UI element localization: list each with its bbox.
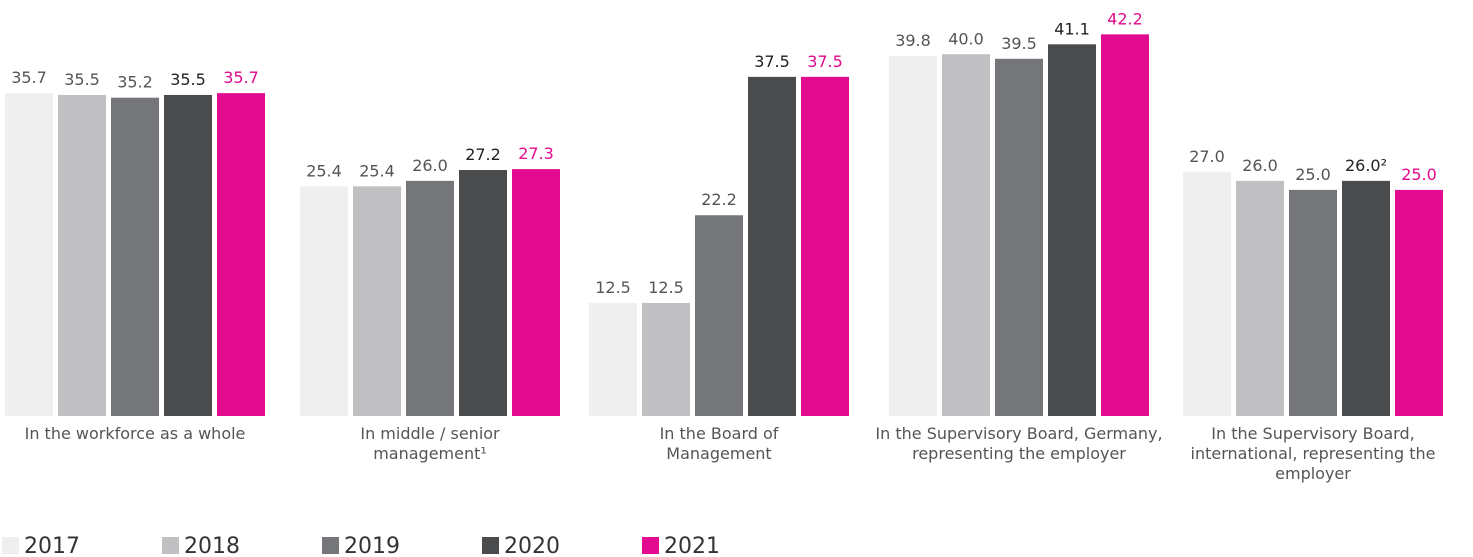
bar — [217, 93, 265, 416]
category-label: In the Supervisory Board, Germany, repre… — [875, 424, 1163, 463]
legend-swatch — [2, 537, 19, 554]
legend-label: 2021 — [664, 534, 720, 557]
bar — [748, 76, 796, 416]
bar — [1048, 44, 1096, 416]
value-label: 26.0² — [1345, 156, 1387, 175]
category-label: In the Board of Management — [659, 424, 779, 463]
bar — [995, 58, 1043, 417]
value-label: 26.0 — [412, 156, 448, 175]
bar — [589, 302, 637, 416]
value-label: 12.5 — [648, 278, 684, 297]
value-label: 25.0 — [1295, 165, 1331, 184]
value-label: 25.0 — [1401, 165, 1437, 184]
value-label: 35.5 — [64, 70, 100, 89]
bar — [695, 215, 743, 416]
bar — [58, 94, 106, 417]
value-label: 39.8 — [895, 31, 931, 50]
value-label: 40.0 — [948, 29, 984, 48]
value-label: 39.5 — [1001, 34, 1037, 53]
value-label: 41.1 — [1054, 19, 1090, 38]
bar — [1236, 180, 1284, 416]
value-label: 27.0 — [1189, 147, 1225, 166]
value-label: 22.2 — [701, 190, 737, 209]
value-label: 35.5 — [170, 70, 206, 89]
legend-swatch — [482, 537, 499, 554]
bar — [642, 302, 690, 416]
category-label: In middle / senior management¹ — [360, 424, 500, 463]
value-label: 35.2 — [117, 73, 153, 92]
value-label: 37.5 — [754, 52, 790, 71]
legend-swatch — [642, 537, 659, 554]
bar — [164, 94, 212, 417]
bar — [459, 170, 507, 416]
bar — [406, 180, 454, 416]
legend-swatch — [322, 537, 339, 554]
value-label: 27.3 — [518, 144, 554, 163]
value-label: 26.0 — [1242, 156, 1278, 175]
bar — [111, 97, 159, 417]
bar — [300, 186, 348, 416]
legend-label: 2017 — [24, 534, 80, 557]
bar — [353, 186, 401, 416]
category-label: In the workforce as a whole — [24, 424, 246, 443]
bar — [1342, 180, 1390, 416]
value-label: 35.7 — [11, 68, 47, 87]
value-label: 12.5 — [595, 278, 631, 297]
legend-label: 2018 — [184, 534, 240, 557]
bar — [942, 54, 990, 417]
bar — [1395, 189, 1443, 416]
bar — [801, 76, 849, 416]
value-label: 42.2 — [1107, 9, 1143, 28]
bar — [5, 93, 53, 416]
legend-label: 2020 — [504, 534, 560, 557]
bar — [512, 169, 560, 416]
bar — [1101, 34, 1149, 416]
legend-label: 2019 — [344, 534, 400, 557]
category-label: In the Supervisory Board, international,… — [1190, 424, 1436, 483]
bar — [889, 56, 937, 416]
value-label: 27.2 — [465, 145, 501, 164]
value-label: 25.4 — [306, 161, 342, 180]
value-label: 35.7 — [223, 68, 259, 87]
bar — [1183, 171, 1231, 416]
value-label: 25.4 — [359, 161, 395, 180]
value-label: 37.5 — [807, 52, 843, 71]
bar — [1289, 189, 1337, 416]
legend-swatch — [162, 537, 179, 554]
